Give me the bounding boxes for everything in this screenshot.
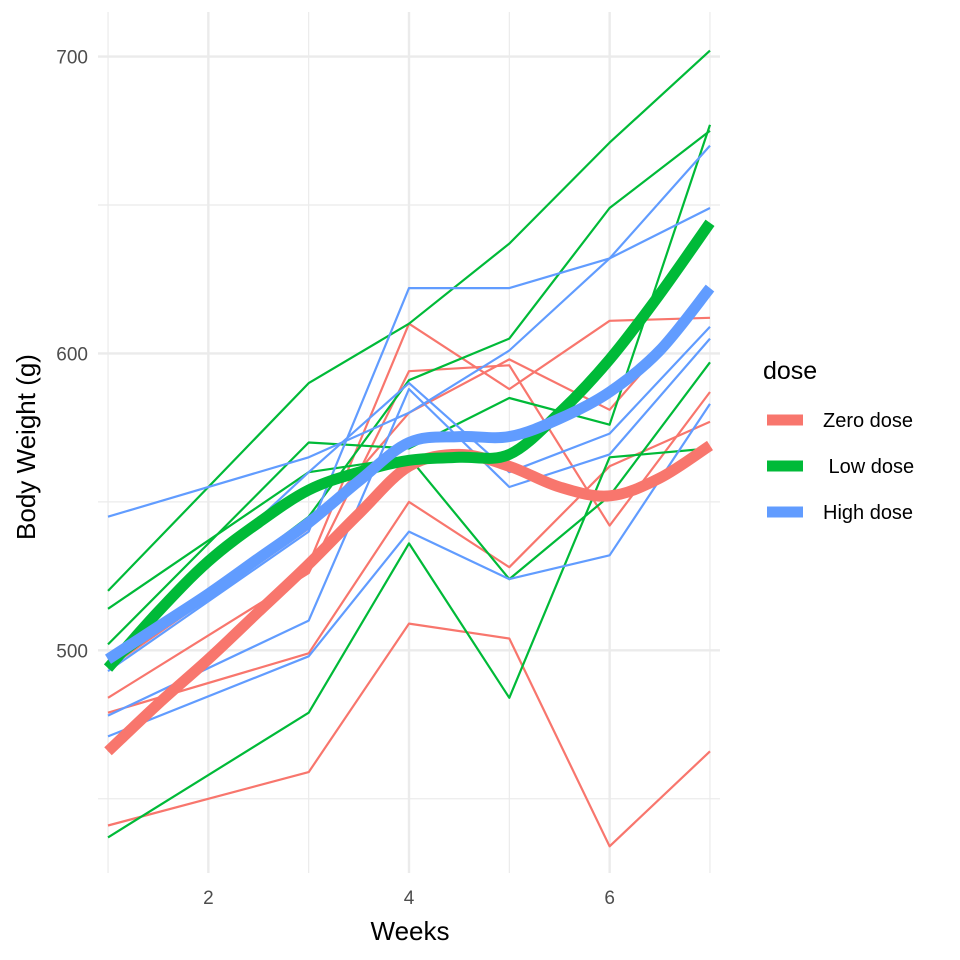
y-tick-label: 700 <box>56 48 88 69</box>
series-line-smooth <box>103 219 715 672</box>
series-line-individual <box>107 420 711 714</box>
legend-title: dose <box>763 357 817 385</box>
y-tick-label: 600 <box>56 344 88 365</box>
legend-label: Low dose <box>823 456 914 478</box>
series-line-individual <box>107 361 711 610</box>
x-tick-label: 2 <box>203 888 214 909</box>
series-line-smooth <box>105 284 715 664</box>
x-axis-ticks: 2 4 6 <box>203 888 615 909</box>
x-axis-title: Weeks <box>371 916 450 946</box>
y-axis-ticks: 500 600 700 <box>56 48 88 663</box>
legend-entries: Zero dose Low dose High dose <box>767 410 914 524</box>
smooth-lines <box>103 219 715 756</box>
series-line-individual <box>107 144 711 673</box>
series-line-individual <box>107 447 711 839</box>
legend-label: Zero dose <box>823 410 913 432</box>
series-line-smooth <box>104 440 714 756</box>
y-axis-title: Body Weight (g) <box>11 354 41 540</box>
series-line-individual <box>107 207 711 518</box>
series-line-individual <box>107 622 711 848</box>
series-line-individual <box>107 49 711 592</box>
y-tick-label: 500 <box>56 641 88 662</box>
legend-label: High dose <box>823 502 913 524</box>
series-line-individual <box>107 403 711 738</box>
x-tick-label: 6 <box>604 888 615 909</box>
series-line-individual <box>107 325 711 661</box>
x-tick-label: 4 <box>404 888 415 909</box>
legend: dose Zero dose Low dose High dose <box>763 357 914 524</box>
